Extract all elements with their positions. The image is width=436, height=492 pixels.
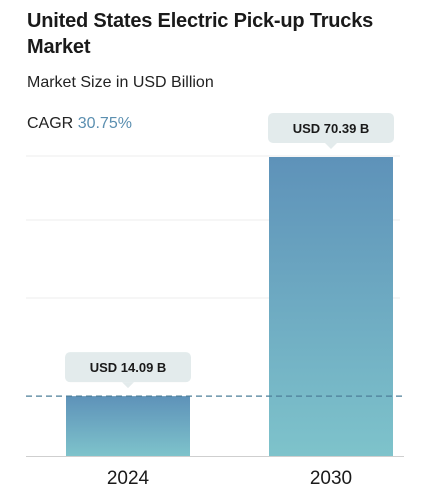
bar-2030 [269, 157, 393, 456]
data-label-text: USD 70.39 B [293, 121, 370, 136]
data-label-box [65, 352, 191, 383]
data-label-pointer [325, 143, 337, 149]
cagr-text: CAGR 30.75% [27, 114, 132, 134]
bar-2024 [66, 396, 190, 456]
bars [66, 157, 393, 456]
data-labels: USD 14.09 B USD 70.39 B [65, 113, 394, 389]
data-label-2024: USD 14.09 B [65, 352, 191, 389]
cagr-value: 30.75% [77, 115, 132, 132]
chart-subtitle: Market Size in USD Billion [27, 74, 214, 91]
cagr-label: CAGR [27, 115, 74, 132]
data-label-2030: USD 70.39 B [268, 113, 394, 149]
data-label-text: USD 14.09 B [90, 360, 167, 375]
x-axis: 2024 2030 [26, 456, 404, 489]
chart-title: United States Electric Pick-up Trucks Ma… [27, 10, 374, 58]
x-tick-label-2024: 2024 [107, 468, 150, 489]
data-label-box [268, 113, 394, 143]
x-tick-label-2030: 2030 [310, 468, 352, 489]
data-label-pointer [122, 382, 134, 389]
